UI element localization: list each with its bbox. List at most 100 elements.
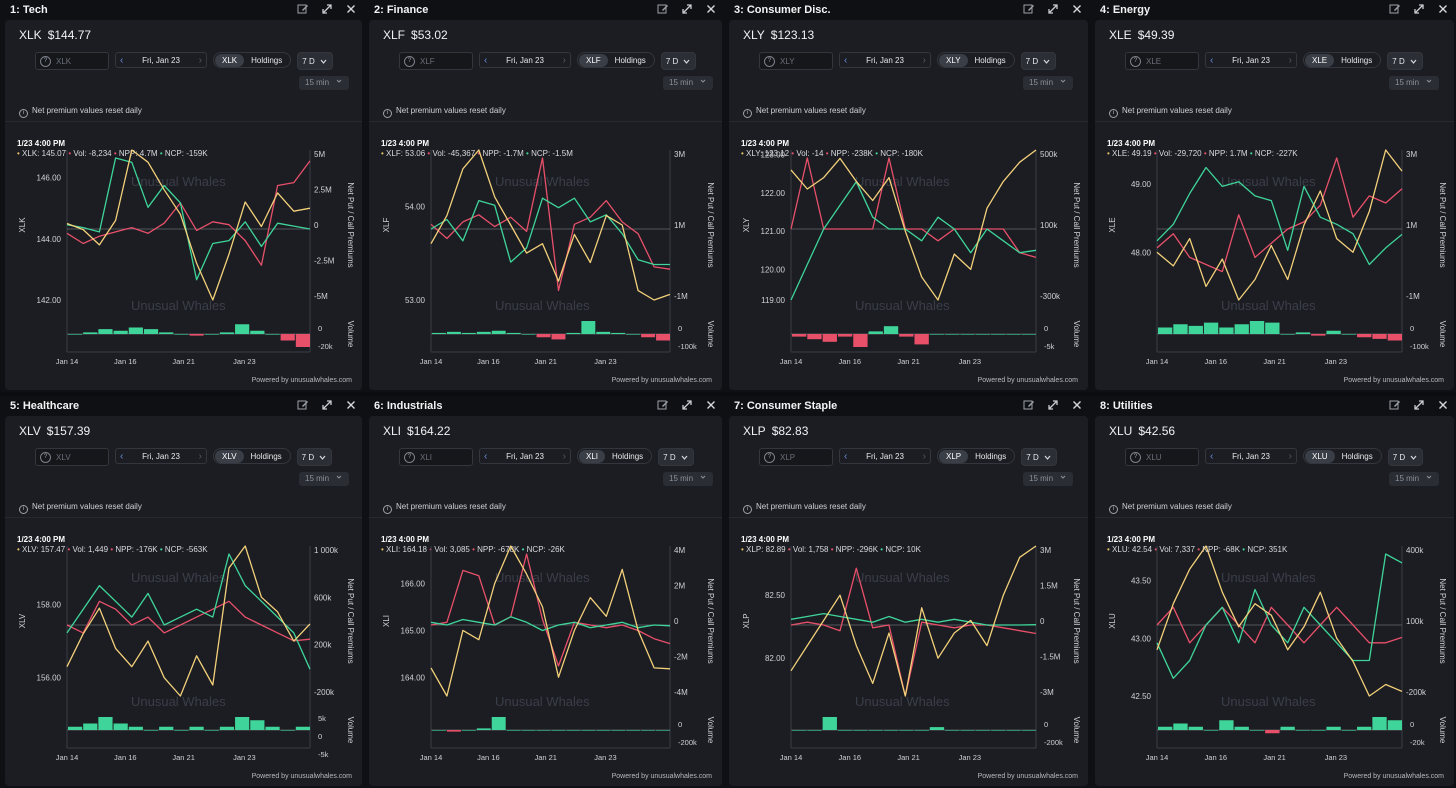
prev-day-chevron-icon[interactable]: ‹ — [844, 54, 848, 66]
prev-day-chevron-icon[interactable]: ‹ — [1210, 54, 1214, 66]
toggle-etf[interactable]: XLF — [579, 53, 608, 67]
close-icon[interactable] — [344, 2, 358, 16]
panel-titlebar[interactable]: 5: Healthcare — [0, 396, 364, 416]
premium-chart[interactable]: 49.00 48.00 XLE 3M 1M -1M Net Put / Call Premi… — [1095, 120, 1454, 380]
toggle-etf[interactable]: XLE — [1305, 53, 1335, 67]
toggle-holdings[interactable]: Holdings — [614, 55, 646, 65]
toggle-holdings[interactable]: Holdings — [975, 451, 1007, 461]
interval-select[interactable]: 15 min — [299, 472, 350, 486]
date-label[interactable]: Fri, Jan 23 — [506, 55, 544, 65]
edit-icon[interactable] — [1388, 398, 1402, 412]
toggle-etf[interactable]: XLV — [215, 449, 244, 463]
date-label[interactable]: Fri, Jan 23 — [142, 451, 180, 461]
edit-icon[interactable] — [1388, 2, 1402, 16]
date-label[interactable]: Fri, Jan 23 — [866, 451, 904, 461]
premium-chart[interactable]: 158.00 156.00 XLV 1 000k 600k 200k -200k Net Pu… — [5, 516, 362, 776]
panel-titlebar[interactable]: 1: Tech — [0, 0, 364, 20]
toggle-holdings[interactable]: Holdings — [250, 451, 282, 461]
interval-select[interactable]: 15 min — [663, 472, 714, 486]
prev-day-chevron-icon[interactable]: ‹ — [844, 450, 848, 462]
toggle-etf[interactable]: XLY — [939, 53, 968, 67]
ticker-search-input[interactable]: ? XLY — [759, 52, 833, 70]
edit-icon[interactable] — [656, 398, 670, 412]
next-day-chevron-icon[interactable]: › — [1288, 54, 1292, 66]
interval-select[interactable]: 15 min — [1023, 76, 1074, 90]
expand-icon[interactable] — [320, 398, 334, 412]
range-select[interactable]: 7 D — [297, 52, 333, 70]
close-icon[interactable] — [1070, 2, 1084, 16]
next-day-chevron-icon[interactable]: › — [562, 450, 566, 462]
panel-titlebar[interactable]: 4: Energy — [1090, 0, 1456, 20]
toggle-etf[interactable]: XLI — [579, 449, 606, 463]
toggle-etf[interactable]: XLU — [1305, 449, 1335, 463]
next-day-chevron-icon[interactable]: › — [1288, 450, 1292, 462]
close-icon[interactable] — [1436, 2, 1450, 16]
prev-day-chevron-icon[interactable]: ‹ — [120, 54, 124, 66]
premium-chart[interactable]: 166.00 165.00 164.00 XLI 4M 2M 0 -2M -4M Net Put … — [369, 516, 722, 776]
edit-icon[interactable] — [1022, 398, 1036, 412]
range-select[interactable]: 7 D — [658, 448, 694, 466]
range-select[interactable]: 7 D — [1387, 448, 1424, 466]
ticker-search-input[interactable]: ? XLV — [35, 448, 109, 466]
toggle-holdings[interactable]: Holdings — [251, 55, 283, 65]
ticker-search-input[interactable]: ? XLI — [399, 448, 473, 466]
range-select[interactable]: 7 D — [1021, 448, 1057, 466]
edit-icon[interactable] — [296, 2, 310, 16]
panel-titlebar[interactable]: 6: Industrials — [364, 396, 724, 416]
prev-day-chevron-icon[interactable]: ‹ — [120, 450, 124, 462]
range-select[interactable]: 7 D — [1387, 52, 1423, 70]
interval-select[interactable]: 15 min — [299, 76, 350, 90]
date-label[interactable]: Fri, Jan 23 — [866, 55, 904, 65]
close-icon[interactable] — [704, 398, 718, 412]
edit-icon[interactable] — [1022, 2, 1036, 16]
date-label[interactable]: Fri, Jan 23 — [506, 451, 544, 461]
premium-chart[interactable]: 43.50 43.00 42.50 XLU 400k 100k -200k Net Put /… — [1095, 516, 1454, 776]
date-label[interactable]: Fri, Jan 23 — [1232, 451, 1270, 461]
toggle-holdings[interactable]: Holdings — [1341, 55, 1373, 65]
panel-titlebar[interactable]: 7: Consumer Staple — [724, 396, 1090, 416]
expand-icon[interactable] — [680, 2, 694, 16]
ticker-search-input[interactable]: ? XLU — [1125, 448, 1199, 466]
date-label[interactable]: Fri, Jan 23 — [1232, 55, 1270, 65]
next-day-chevron-icon[interactable]: › — [198, 450, 202, 462]
range-select[interactable]: 7 D — [296, 448, 333, 466]
toggle-holdings[interactable]: Holdings — [974, 55, 1006, 65]
toggle-etf[interactable]: XLP — [939, 449, 969, 463]
panel-titlebar[interactable]: 2: Finance — [364, 0, 724, 20]
edit-icon[interactable] — [656, 2, 670, 16]
prev-day-chevron-icon[interactable]: ‹ — [484, 54, 488, 66]
panel-titlebar[interactable]: 3: Consumer Disc. — [724, 0, 1090, 20]
expand-icon[interactable] — [1046, 398, 1060, 412]
interval-select[interactable]: 15 min — [1023, 472, 1074, 486]
next-day-chevron-icon[interactable]: › — [922, 450, 926, 462]
expand-icon[interactable] — [1412, 398, 1426, 412]
premium-chart[interactable]: 54.00 53.00 XLF 3M 1M -1M Net Put / Call Premi… — [369, 120, 722, 380]
expand-icon[interactable] — [320, 2, 334, 16]
premium-chart[interactable]: 82.50 82.00 XLP 3M 1.5M 0 -1.5M -3M Net Put / Ca… — [729, 516, 1088, 776]
close-icon[interactable] — [704, 2, 718, 16]
range-select[interactable]: 7 D — [1020, 52, 1057, 70]
next-day-chevron-icon[interactable]: › — [922, 54, 926, 66]
date-label[interactable]: Fri, Jan 23 — [142, 55, 180, 65]
interval-select[interactable]: 15 min — [663, 76, 714, 90]
range-select[interactable]: 7 D — [660, 52, 697, 70]
edit-icon[interactable] — [296, 398, 310, 412]
prev-day-chevron-icon[interactable]: ‹ — [1210, 450, 1214, 462]
interval-select[interactable]: 15 min — [1389, 472, 1440, 486]
expand-icon[interactable] — [680, 398, 694, 412]
premium-chart[interactable]: 146.00 144.00 142.00 XLK 5M 2.5M 0 -2.5M -5M Net … — [5, 120, 362, 380]
ticker-search-input[interactable]: ? XLE — [1125, 52, 1199, 70]
toggle-holdings[interactable]: Holdings — [612, 451, 644, 461]
expand-icon[interactable] — [1046, 2, 1060, 16]
premium-chart[interactable]: 123.00 122.00 121.00 120.00 119.00 XLY 500k 100… — [729, 120, 1088, 380]
expand-icon[interactable] — [1412, 2, 1426, 16]
ticker-search-input[interactable]: ? XLK — [35, 52, 109, 70]
ticker-search-input[interactable]: ? XLF — [399, 52, 473, 70]
close-icon[interactable] — [1436, 398, 1450, 412]
ticker-search-input[interactable]: ? XLP — [759, 448, 833, 466]
toggle-holdings[interactable]: Holdings — [1341, 451, 1373, 461]
toggle-etf[interactable]: XLK — [215, 53, 245, 67]
next-day-chevron-icon[interactable]: › — [198, 54, 202, 66]
close-icon[interactable] — [1070, 398, 1084, 412]
next-day-chevron-icon[interactable]: › — [562, 54, 566, 66]
